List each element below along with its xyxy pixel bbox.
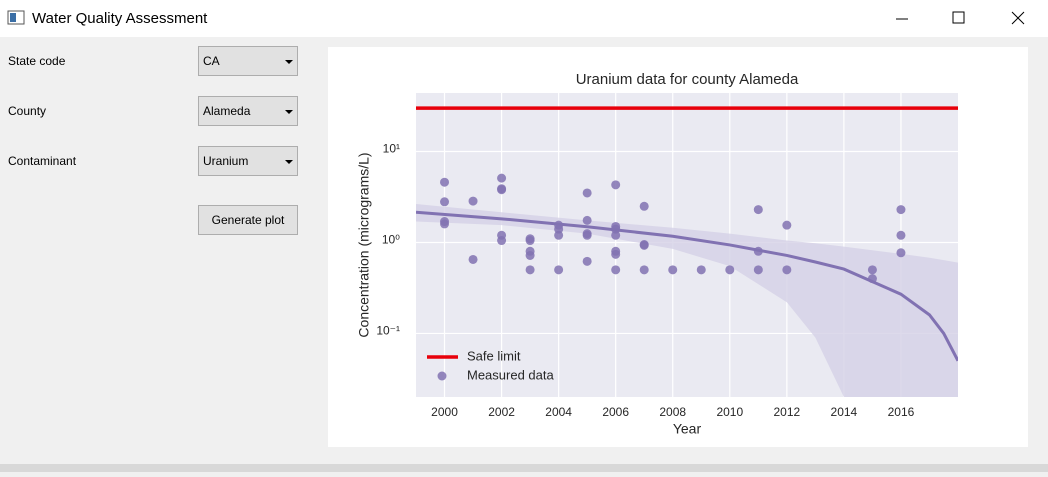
x-tick-label: 2002 [488, 405, 515, 419]
window-title: Water Quality Assessment [32, 10, 208, 27]
data-point [582, 215, 592, 225]
data-point [468, 196, 478, 206]
maximize-button[interactable] [952, 11, 965, 24]
data-point [554, 265, 564, 275]
fit-line [416, 210, 958, 362]
data-point [497, 173, 507, 183]
legend-label: Safe limit [467, 348, 521, 363]
dropdown-value: Alameda [203, 104, 251, 118]
data-point [896, 248, 906, 258]
data-point [896, 205, 906, 215]
dropdown[interactable] [198, 146, 298, 176]
x-tick-label: 2008 [659, 405, 686, 419]
data-point [554, 230, 564, 240]
chart: 2000 2002 2004 2006 2008 2010 2012 2014 2016 10⁻¹… [356, 71, 958, 437]
data-point [782, 220, 792, 230]
dropdown-value: CA [203, 54, 220, 68]
field-label: State code [8, 54, 66, 68]
button-label: Generate plot [212, 213, 285, 227]
data-point [497, 236, 507, 246]
legend-label: Measured data [467, 367, 554, 382]
data-point [525, 250, 535, 260]
x-tick-label: 2006 [602, 405, 629, 419]
data-point [753, 205, 763, 215]
data-point [525, 236, 535, 246]
generate-button[interactable] [198, 205, 298, 235]
data-point [753, 246, 763, 256]
data-point [611, 230, 621, 240]
data-point [639, 201, 649, 211]
data-point [639, 240, 649, 250]
dropdown-value: Uranium [203, 154, 248, 168]
data-point [753, 265, 763, 275]
data-point [582, 188, 592, 198]
form: State code CA County Alameda Contaminant Uran… [8, 46, 298, 235]
data-point [639, 265, 649, 275]
x-tick-label: 2000 [431, 405, 458, 419]
x-tick-label: 2004 [545, 405, 572, 419]
field-label: County [8, 104, 46, 118]
taskbar-strip [0, 464, 1048, 472]
data-point [468, 254, 478, 264]
x-tick-label: 2010 [716, 405, 743, 419]
y-tick-label: 10⁰ [382, 233, 400, 247]
x-tick-label: 2014 [831, 405, 858, 419]
data-point [611, 249, 621, 259]
data-point [725, 265, 735, 275]
x-tick-label: 2012 [773, 405, 800, 419]
data-point [668, 265, 678, 275]
y-tick-label: 10¹ [383, 142, 400, 156]
data-point [582, 230, 592, 240]
data-point [497, 185, 507, 195]
data-point [440, 177, 450, 187]
field-label: Contaminant [8, 154, 77, 168]
data-point [582, 256, 592, 266]
app-icon-part [10, 13, 16, 22]
data-point [440, 219, 450, 229]
dropdown-arrow [285, 160, 293, 164]
title-bar [0, 0, 1048, 37]
data-point [867, 265, 877, 275]
data-point [696, 265, 706, 275]
data-point [440, 197, 450, 207]
chart-title: Uranium data for county Alameda [576, 71, 799, 88]
data-point [525, 265, 535, 275]
y-tick-label: 10⁻¹ [376, 324, 400, 338]
dropdown[interactable] [198, 96, 298, 126]
confidence-band [416, 203, 958, 397]
legend-swatch [437, 371, 447, 381]
data-point [782, 265, 792, 275]
data-point [867, 274, 877, 284]
dropdown-arrow [285, 60, 293, 64]
data-point [611, 180, 621, 190]
data-point [611, 265, 621, 275]
dropdown[interactable] [198, 46, 298, 76]
x-tick-label: 2016 [888, 405, 915, 419]
x-axis-label: Year [673, 421, 702, 437]
close-button[interactable] [1011, 11, 1025, 25]
dropdown-arrow [285, 110, 293, 114]
data-point [896, 230, 906, 240]
y-axis-label: Concentration (micrograms/L) [356, 152, 372, 337]
